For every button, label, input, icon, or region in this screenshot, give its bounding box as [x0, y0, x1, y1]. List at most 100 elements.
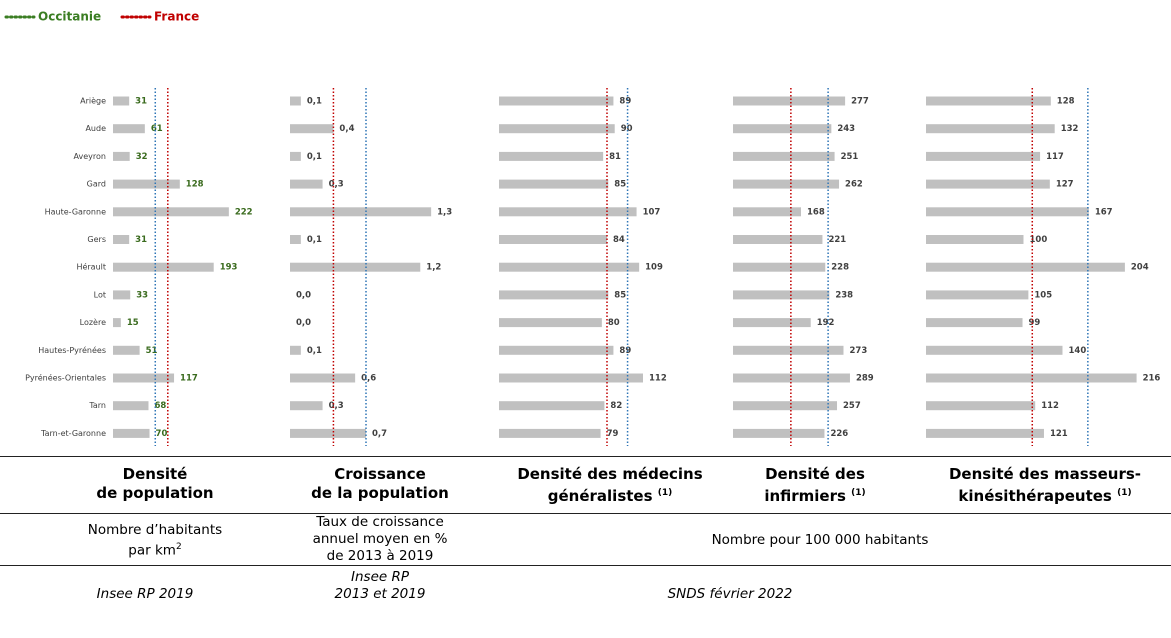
bar: [499, 124, 615, 134]
value-label: 90: [621, 124, 633, 134]
chart-title: Densité de population: [25, 465, 285, 503]
title-line: Densité des: [765, 465, 865, 483]
value-label: 128: [1057, 97, 1075, 107]
bar: [499, 401, 605, 411]
value-label: 140: [1069, 346, 1087, 356]
unit-sup: 2: [175, 542, 182, 552]
value-label: 132: [1061, 124, 1079, 134]
value-label: 32: [136, 152, 148, 162]
source: Insee RP 2019: [96, 586, 194, 602]
value-label: 0,3: [329, 401, 344, 411]
bar: [113, 345, 140, 355]
title-note: (1): [1117, 488, 1132, 498]
bar: [113, 235, 130, 244]
bar: [290, 345, 301, 355]
category-label: Aude: [85, 124, 106, 133]
bar: [113, 428, 150, 438]
bar: [290, 151, 301, 161]
bar: [499, 262, 640, 272]
bar: [499, 373, 643, 383]
unit: Taux de croissance annuel moyen en % de 20…: [280, 514, 480, 565]
value-label: 289: [856, 374, 874, 384]
bar: [926, 151, 1041, 161]
category-label: Hautes-Pyrénées: [38, 345, 106, 355]
value-label: 80: [608, 318, 620, 328]
bar: [733, 235, 823, 244]
bar: [926, 262, 1125, 272]
bar: [113, 401, 149, 411]
value-label: 0,1: [307, 152, 322, 162]
value-label: 0,7: [372, 429, 387, 439]
bar: [290, 96, 301, 106]
bar: [926, 428, 1044, 438]
bar: [113, 179, 180, 189]
value-label: 68: [154, 401, 166, 411]
value-label: 0,0: [296, 318, 311, 328]
title-line: généralistes: [547, 487, 653, 505]
bar: [499, 235, 607, 244]
title-note: (1): [851, 488, 866, 498]
value-label: 277: [851, 97, 869, 107]
bar: [926, 179, 1050, 189]
value-label: 0,4: [339, 124, 354, 134]
bar: [499, 290, 609, 300]
title-line: de population: [96, 484, 214, 502]
unit-text: Taux de croissance: [316, 514, 444, 530]
chart-title: Densité des masseurs-kinésithérapeutes (…: [915, 465, 1171, 506]
category-label: Gers: [87, 235, 106, 244]
bar: [733, 428, 825, 438]
title-line: Densité des masseurs-: [948, 465, 1141, 483]
value-label: 0,1: [307, 346, 322, 356]
value-label: 216: [1143, 374, 1161, 384]
bar: [499, 318, 602, 328]
bar: [290, 179, 323, 189]
bar: [113, 151, 130, 161]
title-line: Densité des médecins: [517, 465, 703, 483]
bar: [499, 179, 609, 189]
bar: [290, 207, 432, 217]
rule: [0, 565, 1171, 566]
value-label: 0,1: [307, 97, 322, 107]
unit: Nombre pour 100 000 habitants: [711, 532, 929, 548]
value-label: 1,2: [426, 263, 441, 273]
category-label: Ariège: [80, 96, 106, 106]
value-label: 0,6: [361, 374, 376, 384]
bar: [113, 290, 131, 300]
category-label: Haute-Garonne: [45, 207, 106, 216]
chart-title: Densité des infirmiers (1): [685, 465, 945, 506]
value-label: 226: [830, 429, 848, 439]
value-label: 105: [1034, 290, 1052, 300]
charts: Occitanie France Ariège Aude Aveyron Gard Ha…: [4, 10, 1161, 446]
value-label: 168: [807, 207, 825, 217]
bar: [733, 179, 840, 189]
source: Insee RP 2013 et 2019: [280, 569, 480, 603]
category-label: Lot: [94, 290, 106, 299]
value-label: 85: [614, 180, 626, 190]
bar: [499, 96, 614, 106]
value-label: 31: [135, 97, 147, 107]
bar: [926, 318, 1023, 328]
value-label: 0,3: [329, 180, 344, 190]
category-label: Tarn: [88, 401, 106, 410]
bar: [733, 124, 832, 134]
bar: [733, 318, 811, 328]
bar: [733, 290, 830, 300]
bar: [926, 235, 1024, 244]
bar: [113, 124, 145, 134]
bar: [499, 151, 604, 161]
value-label: 117: [1046, 152, 1064, 162]
category-label: Gard: [87, 180, 106, 189]
bar: [733, 373, 850, 383]
value-label: 257: [843, 401, 861, 411]
value-label: 167: [1095, 207, 1113, 217]
category-label: Pyrénées-Orientales: [25, 373, 106, 383]
bar: [733, 151, 835, 161]
value-label: 89: [619, 97, 631, 107]
value-label: 109: [645, 263, 663, 273]
value-label: 222: [235, 207, 253, 217]
value-label: 251: [841, 152, 859, 162]
value-label: 127: [1056, 180, 1074, 190]
category-label: Lozère: [80, 317, 106, 327]
category-label: Tarn-et-Garonne: [40, 429, 106, 438]
